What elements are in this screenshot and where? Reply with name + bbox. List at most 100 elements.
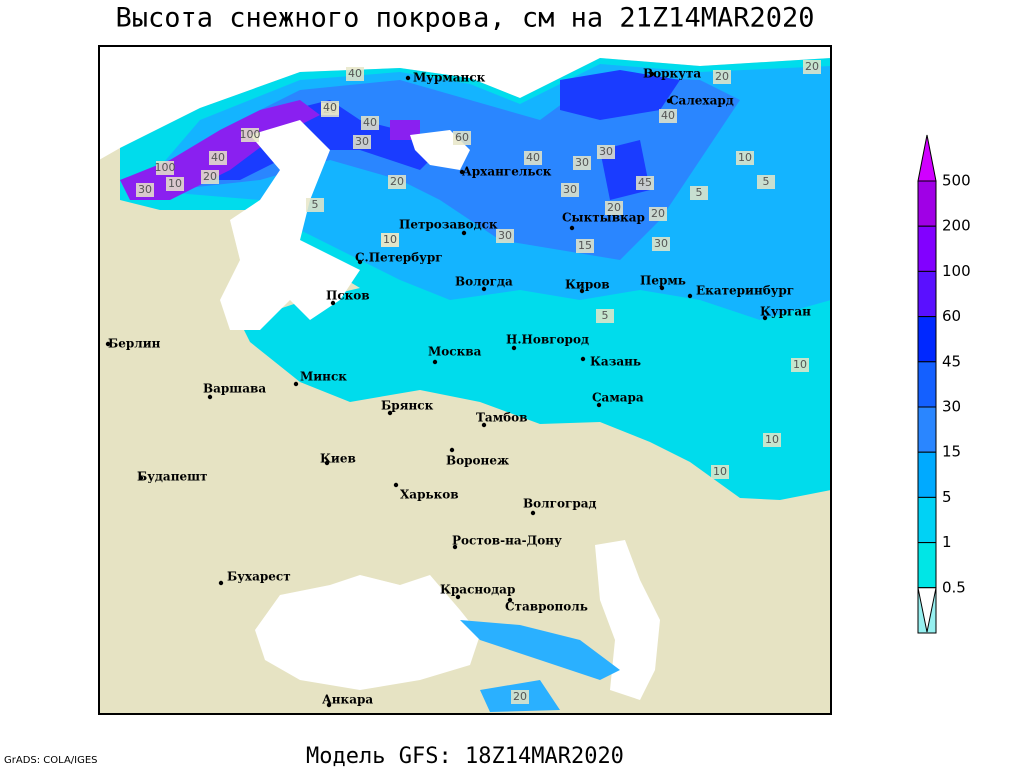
- contour-label-box: [388, 175, 406, 189]
- city-label: Казань: [590, 355, 641, 369]
- contour-label: 20: [513, 690, 527, 703]
- city-dot: [293, 381, 299, 387]
- colorbar-label: 30: [942, 398, 961, 416]
- city-dot: [207, 394, 213, 400]
- city-dot: [138, 475, 144, 481]
- city-label: Брянск: [381, 399, 434, 413]
- contour-label: 100: [240, 128, 261, 141]
- city-dot: [405, 75, 411, 81]
- contour-label-box: [597, 145, 615, 159]
- city-label: Тамбов: [476, 411, 527, 425]
- title: Высота снежного покрова, см на 21Z14MAR2…: [116, 3, 815, 34]
- colorbar-segment: [917, 451, 937, 498]
- contour-label: 20: [203, 170, 217, 183]
- contour-label-box: [573, 156, 591, 170]
- city-dot: [511, 345, 517, 351]
- contour-label-box: [201, 170, 219, 184]
- colorbar-segment: [917, 496, 937, 544]
- city-dot: [687, 293, 693, 299]
- city-dot: [459, 169, 465, 175]
- city-label: Салехард: [669, 94, 734, 108]
- city-label: Киров: [565, 278, 610, 292]
- city-dot: [387, 410, 393, 416]
- contour-label-box: [306, 198, 324, 212]
- caspian-sea: [595, 540, 660, 700]
- contour-label: 40: [363, 116, 377, 129]
- black-sea: [255, 575, 480, 690]
- city-label: Вологда: [455, 275, 513, 289]
- contour-label: 30: [599, 145, 613, 158]
- credit: GrADS: COLA/IGES: [4, 755, 98, 766]
- city-dot: [659, 285, 665, 291]
- city-label: Будапешт: [137, 470, 207, 484]
- contour-label-box: [659, 109, 677, 123]
- contour-label: 20: [390, 175, 404, 188]
- contour-label: 10: [383, 233, 397, 246]
- city-label: Екатеринбург: [696, 284, 794, 298]
- contour-label: 40: [348, 67, 362, 80]
- contour-label: 30: [654, 237, 668, 250]
- colorbar-label: 5: [942, 488, 952, 506]
- city-label: Ставрополь: [505, 600, 588, 614]
- contour-label: 5: [763, 175, 770, 188]
- cities: Мурманск Воркута Салехард Архангельск Петроз…: [105, 67, 811, 708]
- contour-labels: 4020403040601004020100301020510403030304…: [136, 60, 821, 704]
- contour-label: 15: [578, 239, 592, 252]
- contour-label: 30: [563, 183, 577, 196]
- city-dot: [452, 544, 458, 550]
- city-dot: [762, 315, 768, 321]
- city-label: Петрозаводск: [399, 218, 498, 232]
- city-dot: [218, 580, 224, 586]
- colorbar-label: 15: [942, 443, 961, 461]
- contour-label: 20: [715, 70, 729, 83]
- contour-label: 5: [696, 186, 703, 199]
- city-dot: [393, 482, 399, 488]
- colorbar-label: 500: [942, 172, 971, 190]
- caucasus-snow: [460, 620, 620, 712]
- colorbar-segment: [917, 225, 937, 272]
- city-dot: [324, 460, 330, 466]
- colorbar-label: 45: [942, 352, 961, 370]
- contour-label-box: [381, 233, 399, 247]
- contour-label: 20: [607, 201, 621, 214]
- contour-label: 30: [575, 156, 589, 169]
- colorbar-segment: [917, 270, 937, 318]
- contour-label-box: [763, 433, 781, 447]
- contour-label-box: [713, 70, 731, 84]
- city-dot: [649, 71, 655, 77]
- contour-label-box: [636, 176, 654, 190]
- contour-label-box: [353, 135, 371, 149]
- city-label: Анкара: [322, 693, 373, 707]
- colorbar-bottom: [917, 587, 937, 633]
- city-label: Н.Новгород: [506, 333, 589, 347]
- contour-label-box: [524, 151, 542, 165]
- colorbar-top: [917, 134, 937, 182]
- contour-label: 40: [323, 101, 337, 114]
- colorbar-label: 0.5: [942, 578, 966, 596]
- map-frame: [98, 45, 832, 715]
- city-label: С.Петербург: [355, 251, 443, 265]
- contour-label-box: [736, 151, 754, 165]
- contour-label: 40: [661, 109, 675, 122]
- city-label: Краснодар: [440, 583, 515, 597]
- colorbar-label: 60: [942, 307, 961, 325]
- contour-label-box: [596, 309, 614, 323]
- contour-label: 100: [155, 161, 176, 174]
- city-label: Минск: [300, 370, 347, 384]
- contour-label-box: [346, 67, 364, 81]
- city-label: Москва: [428, 345, 482, 359]
- contour-label-box: [136, 183, 154, 197]
- city-dot: [326, 702, 332, 708]
- contour-label: 30: [498, 229, 512, 242]
- contour-label-box: [561, 183, 579, 197]
- contour-label-box: [652, 237, 670, 251]
- city-dot: [579, 288, 585, 294]
- colorbar-label: 200: [942, 217, 971, 235]
- contour-label: 5: [312, 198, 319, 211]
- contour-label-box: [321, 101, 339, 115]
- contour-label: 40: [211, 151, 225, 164]
- contour-label-box: [241, 128, 259, 142]
- city-dot: [507, 597, 513, 603]
- contour-label-box: [690, 186, 708, 200]
